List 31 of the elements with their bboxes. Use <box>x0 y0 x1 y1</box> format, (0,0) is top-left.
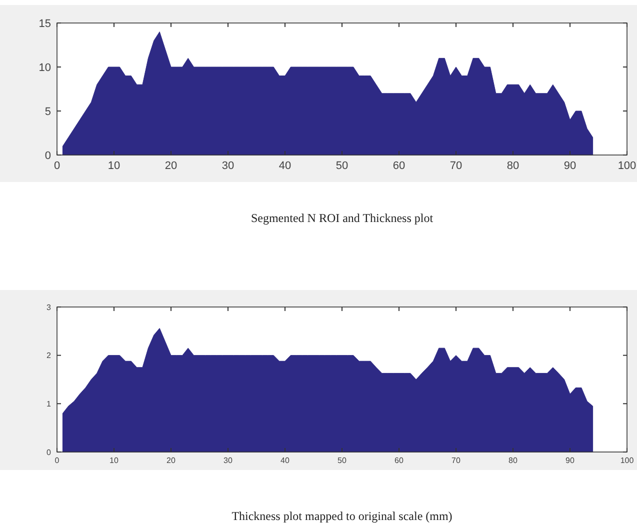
x-tick-label: 80 <box>506 160 520 172</box>
y-tick-label: 0 <box>44 150 51 162</box>
y-tick-label: 0 <box>46 448 52 457</box>
x-tick-label: 50 <box>338 456 347 465</box>
x-tick-label: 60 <box>394 456 404 465</box>
x-tick-label: 80 <box>508 456 518 465</box>
x-tick-label: 20 <box>166 456 176 465</box>
y-tick-label: 10 <box>38 62 51 74</box>
y-tick-label: 5 <box>44 106 51 118</box>
y-tick-label: 2 <box>46 351 52 360</box>
x-tick-label: 20 <box>164 160 178 172</box>
x-tick-label: 40 <box>280 456 290 465</box>
text: Segmented N ROI and Thickness plot <box>250 211 434 225</box>
x-tick-label: 50 <box>336 160 348 172</box>
x-tick-label: 10 <box>110 456 119 465</box>
x-tick-label: 30 <box>224 456 233 465</box>
x-tick-label: 40 <box>278 160 292 172</box>
x-tick-label: 70 <box>450 160 462 172</box>
y-tick-label: 1 <box>46 399 52 408</box>
x-tick-label: 100 <box>620 456 634 465</box>
x-tick-label: 60 <box>392 160 406 172</box>
x-tick-label: 90 <box>566 456 575 465</box>
x-tick-label: 70 <box>452 456 461 465</box>
x-tick-label: 30 <box>222 160 234 172</box>
y-tick-label: 15 <box>38 18 51 30</box>
x-tick-label: 0 <box>54 456 60 465</box>
y-tick-label: 3 <box>46 302 52 312</box>
x-tick-label: 90 <box>564 160 576 172</box>
x-tick-label: 10 <box>108 160 120 172</box>
text: Thickness plot mapped to original scale (mm) <box>232 509 452 523</box>
x-tick-label: 100 <box>618 160 636 172</box>
